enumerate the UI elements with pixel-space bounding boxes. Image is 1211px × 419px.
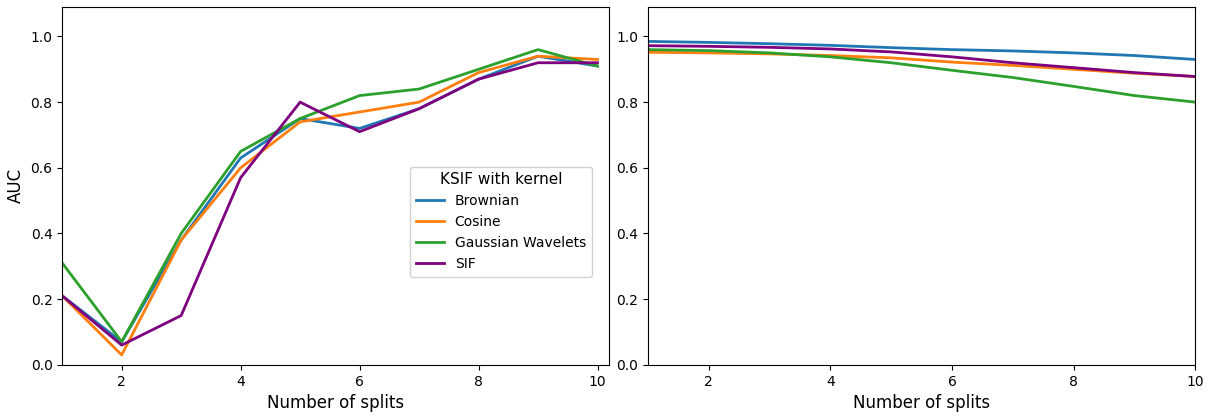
Brownian (1067, 50, 1081, 55)
Brownian (1005, 49, 1020, 54)
SIF (590, 60, 604, 65)
Gaussian Wavelets (114, 339, 128, 344)
Cosine (1188, 74, 1203, 79)
Brownian (234, 155, 248, 160)
Cosine (641, 50, 655, 55)
SIF (1188, 74, 1203, 79)
SIF (641, 43, 655, 48)
Line: Cosine: Cosine (62, 56, 597, 355)
Cosine (412, 100, 426, 105)
Cosine (590, 57, 604, 62)
SIF (530, 60, 545, 65)
Cosine (945, 59, 959, 65)
SIF (114, 343, 128, 348)
Brownian (701, 40, 716, 45)
Brownian (1188, 57, 1203, 62)
Cosine (884, 55, 899, 60)
Cosine (763, 52, 777, 57)
Cosine (471, 70, 486, 75)
Brownian (530, 54, 545, 59)
SIF (823, 47, 838, 52)
SIF (54, 293, 69, 298)
Brownian (590, 64, 604, 69)
Gaussian Wavelets (1188, 100, 1203, 105)
Gaussian Wavelets (471, 67, 486, 72)
SIF (471, 77, 486, 82)
SIF (945, 54, 959, 59)
Line: Cosine: Cosine (648, 52, 1195, 77)
Gaussian Wavelets (1005, 75, 1020, 80)
Cosine (234, 165, 248, 170)
Line: SIF: SIF (62, 63, 597, 345)
Brownian (471, 77, 486, 82)
Brownian (54, 293, 69, 298)
Brownian (763, 41, 777, 46)
SIF (174, 313, 189, 318)
X-axis label: Number of splits: Number of splits (853, 394, 991, 412)
Brownian (114, 339, 128, 344)
Cosine (701, 50, 716, 55)
Gaussian Wavelets (823, 54, 838, 59)
Brownian (884, 45, 899, 50)
Line: Brownian: Brownian (648, 41, 1195, 59)
Cosine (530, 54, 545, 59)
Cosine (114, 352, 128, 357)
SIF (701, 44, 716, 49)
X-axis label: Number of splits: Number of splits (268, 394, 404, 412)
Brownian (412, 106, 426, 111)
Cosine (1127, 71, 1142, 76)
Gaussian Wavelets (701, 48, 716, 53)
Brownian (823, 43, 838, 48)
Cosine (293, 119, 308, 124)
Gaussian Wavelets (945, 68, 959, 73)
Brownian (174, 238, 189, 243)
SIF (1067, 65, 1081, 70)
Cosine (174, 238, 189, 243)
Line: Gaussian Wavelets: Gaussian Wavelets (648, 49, 1195, 102)
Cosine (352, 109, 367, 114)
SIF (234, 175, 248, 180)
Cosine (1067, 67, 1081, 72)
Gaussian Wavelets (763, 50, 777, 55)
Gaussian Wavelets (1127, 93, 1142, 98)
Brownian (641, 39, 655, 44)
Gaussian Wavelets (590, 64, 604, 69)
Gaussian Wavelets (174, 231, 189, 236)
Gaussian Wavelets (641, 47, 655, 52)
Brownian (352, 126, 367, 131)
SIF (1005, 60, 1020, 65)
Gaussian Wavelets (884, 60, 899, 65)
Gaussian Wavelets (234, 149, 248, 154)
Y-axis label: AUC: AUC (7, 168, 25, 203)
Gaussian Wavelets (412, 86, 426, 91)
Gaussian Wavelets (530, 47, 545, 52)
Cosine (823, 53, 838, 58)
Brownian (293, 116, 308, 121)
Line: SIF: SIF (648, 46, 1195, 77)
SIF (352, 129, 367, 134)
Line: Gaussian Wavelets: Gaussian Wavelets (62, 49, 597, 342)
SIF (293, 100, 308, 105)
SIF (1127, 70, 1142, 75)
Brownian (1127, 53, 1142, 58)
SIF (412, 106, 426, 111)
Gaussian Wavelets (293, 116, 308, 121)
Gaussian Wavelets (1067, 84, 1081, 89)
Legend: Brownian, Cosine, Gaussian Wavelets, SIF: Brownian, Cosine, Gaussian Wavelets, SIF (411, 167, 591, 277)
SIF (763, 45, 777, 50)
Gaussian Wavelets (54, 261, 69, 266)
Gaussian Wavelets (352, 93, 367, 98)
SIF (884, 49, 899, 54)
Cosine (1005, 63, 1020, 68)
Cosine (54, 293, 69, 298)
Line: Brownian: Brownian (62, 56, 597, 342)
Brownian (945, 47, 959, 52)
